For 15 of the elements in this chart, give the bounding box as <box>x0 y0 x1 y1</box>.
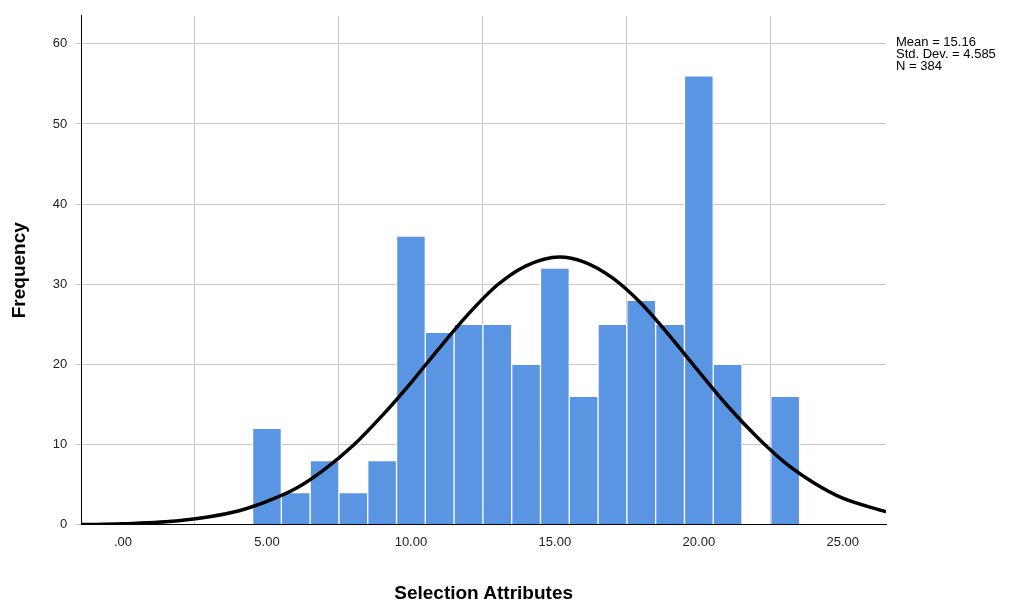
y-tick-label: 10 <box>52 436 68 452</box>
y-tick-label: 20 <box>52 355 68 371</box>
y-tick-label: 0 <box>60 516 68 532</box>
x-tick-label: 25.00 <box>826 533 860 549</box>
x-tick-label: 20.00 <box>682 533 716 549</box>
y-tick-label: 40 <box>52 195 68 211</box>
x-axis-title: Selection Attributes <box>394 581 574 603</box>
y-axis-title: Frequency <box>7 221 29 319</box>
x-tick-label: 5.00 <box>254 533 280 549</box>
y-tick-label: 60 <box>52 35 68 51</box>
x-tick-label: 10.00 <box>394 533 428 549</box>
x-tick-label: .00 <box>113 533 133 549</box>
y-tick-label: 30 <box>52 275 68 291</box>
y-tick-label: 50 <box>52 115 68 131</box>
x-tick-label: 15.00 <box>538 533 572 549</box>
